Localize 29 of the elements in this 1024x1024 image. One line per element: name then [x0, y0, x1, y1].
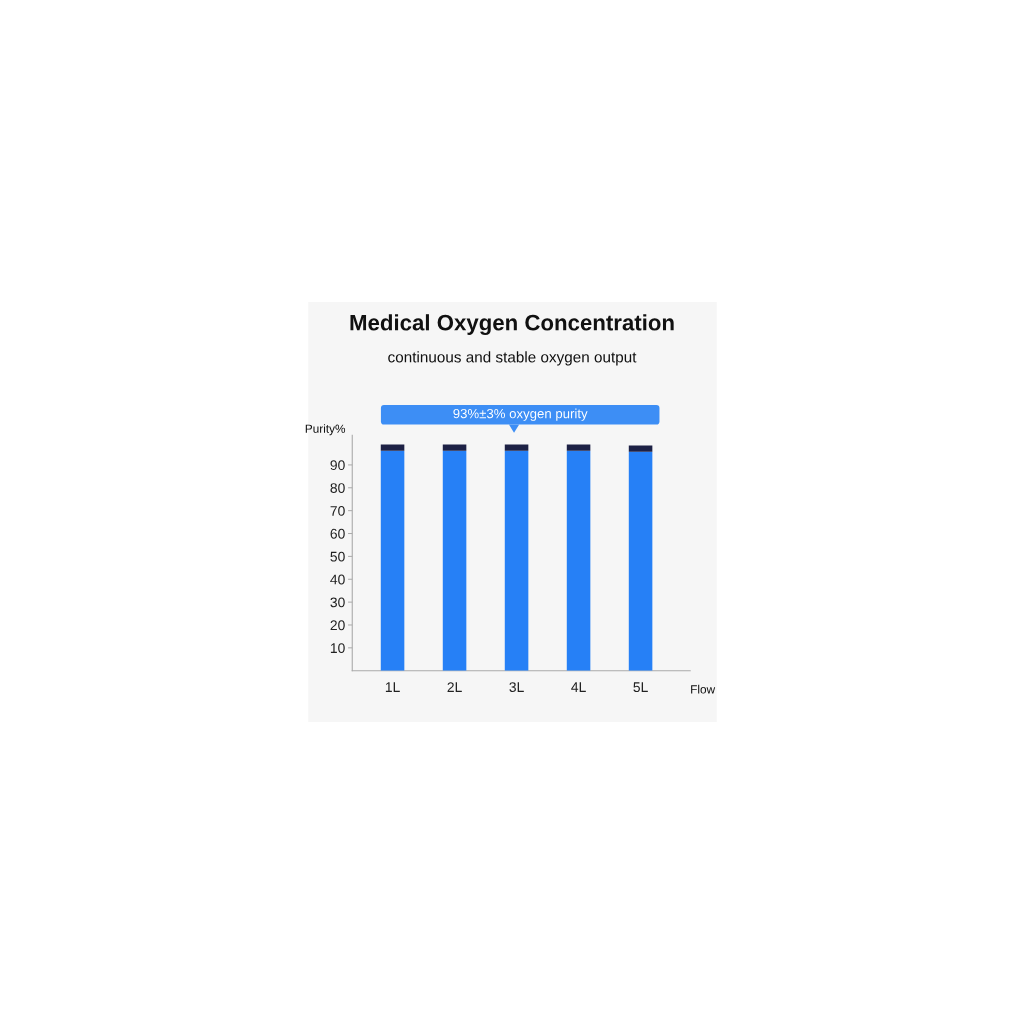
chart-title: Medical Oxygen Concentration [350, 314, 674, 336]
text: 93%±3% oxygen purity [453, 408, 588, 421]
x-axis-title: Flow [691, 684, 716, 694]
x-tick-label: 5L [633, 682, 648, 693]
x-tick-label: 3L [509, 682, 524, 693]
y-tick-label: 30 [330, 597, 345, 608]
y-tick-label: 20 [330, 620, 345, 631]
bar [504, 444, 529, 451]
bar [628, 445, 653, 452]
bar [504, 450, 529, 671]
bar [566, 450, 591, 671]
y-tick-label: 70 [330, 505, 345, 516]
x-tick-label: 2L [447, 682, 462, 692]
x-tick-label: 4L [571, 682, 586, 692]
y-tick-label: 10 [330, 643, 345, 654]
y-axis-title: Purity% [305, 424, 346, 436]
y-tick-label: 40 [330, 574, 345, 585]
y-tick-label: 60 [330, 528, 345, 539]
bar [628, 451, 653, 671]
bar [380, 444, 405, 451]
bar [380, 450, 405, 671]
y-tick-label: 80 [330, 483, 345, 493]
bar [442, 444, 467, 451]
x-tick-label: 1L [385, 682, 400, 692]
y-tick-label: 50 [330, 551, 345, 562]
bar [566, 444, 591, 451]
y-tick-label: 90 [330, 460, 345, 471]
chart-subtitle: continuous and stable oxygen output [388, 351, 637, 366]
bar [442, 450, 467, 671]
